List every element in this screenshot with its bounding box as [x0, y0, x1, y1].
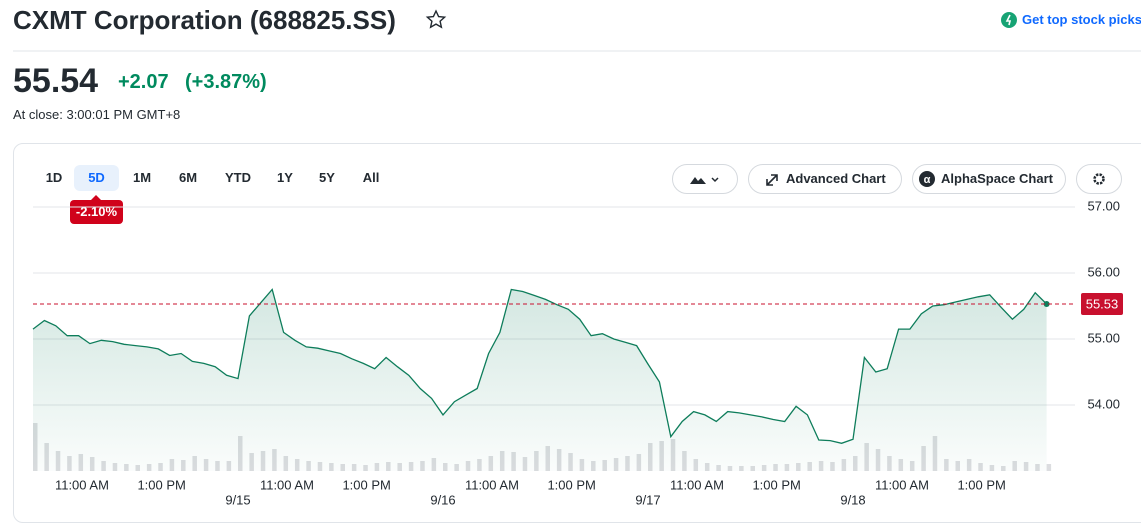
gear-icon: [1093, 173, 1105, 185]
x-tick-label: 1:00 PM: [547, 477, 595, 492]
x-tick-label: 11:00 AM: [55, 477, 109, 492]
range-performance: -2.10%: [70, 200, 123, 224]
last-point: [1043, 301, 1050, 308]
alphaspace-label: AlphaSpace Chart: [941, 171, 1053, 186]
day-label: 9/15: [225, 492, 250, 507]
day-label: 9/16: [430, 492, 455, 507]
advanced-chart-button[interactable]: Advanced Chart: [748, 164, 902, 194]
x-tick-label: 11:00 AM: [670, 477, 724, 492]
range-tab[interactable]: 1M: [132, 170, 152, 185]
expand-icon: [766, 174, 778, 186]
y-tick-label: 57.00: [1087, 198, 1120, 213]
promo-icon-bolt: [1005, 14, 1012, 26]
range-tab[interactable]: 5D: [74, 165, 119, 191]
x-tick-label: 1:00 PM: [342, 477, 390, 492]
title: CXMT Corporation (688825.SS): [13, 5, 396, 35]
day-label: 9/18: [840, 492, 865, 507]
x-tick-label: 1:00 PM: [752, 477, 800, 492]
area-fill: [33, 289, 1047, 471]
mountain-icon: [690, 177, 706, 184]
x-tick-label: 1:00 PM: [957, 477, 1005, 492]
range-tab[interactable]: All: [362, 170, 380, 185]
volume-bar: [1046, 464, 1052, 471]
change-percent: (+3.87%): [185, 71, 267, 93]
market-status: At close: 3:00:01 PM GMT+8: [13, 107, 181, 122]
price: 55.54: [13, 62, 99, 100]
y-tick-label: 54.00: [1087, 396, 1120, 411]
chart-type-icon: [690, 177, 719, 184]
x-tick-label: 11:00 AM: [260, 477, 314, 492]
day-label: 9/17: [635, 492, 660, 507]
range-tab[interactable]: 1Y: [277, 170, 293, 185]
range-tab[interactable]: YTD: [225, 170, 251, 185]
advanced-chart-label: Advanced Chart: [786, 171, 886, 186]
alphaspace-glyph: α: [924, 174, 931, 186]
range-tab[interactable]: 5Y: [319, 170, 335, 185]
y-tick-label: 55.00: [1087, 330, 1120, 345]
x-tick-label: 1:00 PM: [137, 477, 185, 492]
reference-badge: [1081, 293, 1123, 316]
change: +2.07: [118, 71, 169, 93]
price-line: [32, 288, 1048, 444]
y-tick-label: 56.00: [1087, 264, 1120, 279]
alphaspace-icon: [919, 171, 935, 187]
x-tick-label: 11:00 AM: [875, 477, 929, 492]
range-tab[interactable]: 1D: [45, 170, 63, 185]
chevron: [711, 177, 719, 183]
x-tick-label: 11:00 AM: [465, 477, 519, 492]
chart-type-button[interactable]: [672, 164, 738, 194]
badge-arrow: [91, 195, 101, 200]
reference-label: 55.53: [1086, 296, 1119, 311]
star-icon[interactable]: [425, 9, 447, 29]
alphaspace-button[interactable]: AlphaSpace Chart: [912, 164, 1066, 194]
range-tab[interactable]: 6M: [178, 170, 198, 185]
settings-button[interactable]: [1076, 164, 1122, 194]
promo-icon: [1001, 12, 1017, 28]
promo-link[interactable]: Get top stock picks: [1022, 12, 1141, 27]
